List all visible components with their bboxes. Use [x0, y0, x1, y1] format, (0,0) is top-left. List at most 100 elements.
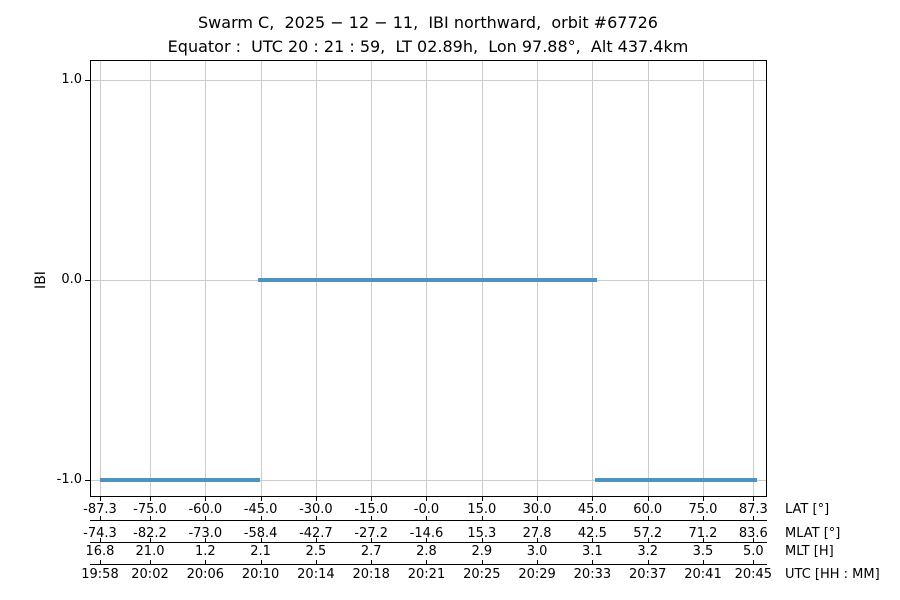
x-tick-label-lat: 87.3	[738, 501, 768, 517]
x-tick-label-lat: -45.0	[243, 501, 278, 517]
axis-row-tick	[315, 559, 317, 564]
x-tick-label-mlat: 83.6	[738, 525, 768, 541]
axis-row-name-mlt: MLT [H]	[785, 543, 834, 559]
x-tick-label-lat: -0.0	[413, 501, 440, 517]
x-tick-label-mlat: -14.6	[409, 525, 444, 541]
axis-row-tick	[537, 515, 539, 520]
x-tick-label-mlt: 16.8	[85, 543, 115, 559]
x-tick-label-mlt: 21.0	[135, 543, 165, 559]
x-tick-label-mlat: -58.4	[243, 525, 278, 541]
x-tick-label-mlat: 71.2	[688, 525, 718, 541]
axis-row-name-utc: UTC [HH : MM]	[785, 566, 880, 582]
x-tick-label-utc: 20:14	[297, 566, 335, 582]
x-tick-label-mlt: 3.2	[637, 543, 659, 559]
x-tick	[205, 497, 207, 501]
x-tick-label-mlat: -42.7	[299, 525, 333, 541]
x-tick-label-mlat: 57.2	[633, 525, 663, 541]
x-tick-label-utc: 20:41	[684, 566, 722, 582]
x-tick-label-mlt: 2.9	[471, 543, 493, 559]
x-tick-label-mlt: 2.8	[416, 543, 437, 559]
x-tick	[592, 497, 594, 501]
x-tick-label-lat: 30.0	[522, 501, 552, 517]
y-tick-label: -1.0	[56, 472, 82, 487]
axis-row-tick	[205, 515, 207, 520]
x-tick-label-mlat: -74.3	[83, 525, 117, 541]
x-tick-label-lat: 75.0	[688, 501, 718, 517]
x-tick	[150, 497, 151, 501]
x-tick-label-lat: 15.0	[467, 501, 497, 517]
x-tick-label-mlt: 3.0	[526, 543, 548, 559]
x-gridline	[99, 61, 101, 496]
x-tick-label-lat: -75.0	[133, 501, 167, 517]
axis-row-tick	[260, 515, 262, 520]
y-tick-label: 1.0	[61, 72, 82, 87]
axis-row-tick	[260, 537, 262, 542]
axis-row-tick	[426, 559, 428, 564]
axis-row-tick	[99, 559, 101, 564]
axis-row-tick	[315, 515, 317, 520]
axis-row-tick	[702, 515, 704, 520]
chart-title: Swarm C, 2025 − 12 − 11, IBI northward, …	[198, 13, 658, 32]
x-tick-label-lat: -30.0	[299, 501, 333, 517]
axis-row-line	[90, 541, 767, 543]
axis-row-tick	[537, 559, 539, 564]
x-tick-label-utc: 20:10	[241, 566, 280, 582]
x-tick-label-utc: 20:06	[186, 566, 225, 582]
axis-row-tick	[537, 537, 539, 542]
y-tick	[85, 280, 90, 281]
x-tick-label-utc: 20:18	[352, 566, 390, 582]
x-tick-label-lat: -15.0	[354, 501, 389, 517]
x-tick	[481, 497, 483, 501]
x-tick-label-mlat: -27.2	[354, 525, 389, 541]
plot-area	[90, 60, 767, 497]
x-tick-label-mlat: -73.0	[188, 525, 223, 541]
axis-row-line	[90, 519, 767, 521]
x-tick-label-mlat: 42.5	[577, 525, 607, 541]
x-tick-label-utc: 20:02	[131, 566, 169, 582]
x-tick-label-lat: 45.0	[577, 501, 607, 517]
x-tick-label-utc: 20:25	[463, 566, 501, 582]
ibi-line-segment	[99, 478, 260, 482]
x-tick-label-lat: -60.0	[188, 501, 223, 517]
axis-row-tick	[753, 515, 755, 520]
x-tick-label-utc: 20:33	[573, 566, 612, 582]
axis-row-tick	[205, 559, 207, 564]
chart-subtitle: Equator : UTC 20 : 21 : 59, LT 02.89h, L…	[167, 37, 689, 56]
ibi-line-segment	[258, 278, 597, 282]
axis-row-name-mlat: MLAT [°]	[785, 525, 841, 541]
x-tick	[99, 497, 101, 501]
x-tick	[647, 497, 649, 501]
x-tick-label-mlat: 27.8	[522, 525, 552, 541]
axis-row-tick	[702, 537, 704, 542]
x-tick	[426, 497, 428, 501]
axis-row-tick	[592, 515, 594, 520]
x-gridline	[753, 61, 755, 496]
axis-row-tick	[99, 537, 101, 542]
axis-row-tick	[753, 559, 755, 564]
x-tick-label-mlt: 5.0	[742, 543, 764, 559]
x-tick-label-mlt: 3.5	[692, 543, 714, 559]
axis-row-tick	[647, 559, 649, 564]
axis-row-tick	[753, 537, 755, 542]
x-tick-label-mlat: -82.2	[133, 525, 167, 541]
ibi-line-segment	[594, 478, 757, 482]
axis-row-tick	[150, 559, 151, 564]
x-tick	[537, 497, 539, 501]
x-tick	[753, 497, 755, 501]
axis-row-tick	[315, 537, 317, 542]
axis-row-tick	[99, 515, 101, 520]
y-tick-label: 0.0	[61, 272, 82, 287]
y-gridline	[91, 480, 766, 481]
y-tick	[85, 480, 90, 481]
axis-row-tick	[260, 559, 262, 564]
axis-row-tick	[426, 515, 428, 520]
x-gridline	[205, 61, 207, 496]
x-gridline	[150, 61, 151, 496]
axis-row-name-lat: LAT [°]	[785, 501, 830, 517]
axis-row-tick	[371, 515, 373, 520]
x-tick-label-utc: 19:58	[81, 566, 119, 582]
y-tick	[85, 80, 90, 81]
x-tick-label-utc: 20:45	[734, 566, 773, 582]
axis-row-tick	[592, 559, 594, 564]
axis-row-tick	[205, 537, 207, 542]
